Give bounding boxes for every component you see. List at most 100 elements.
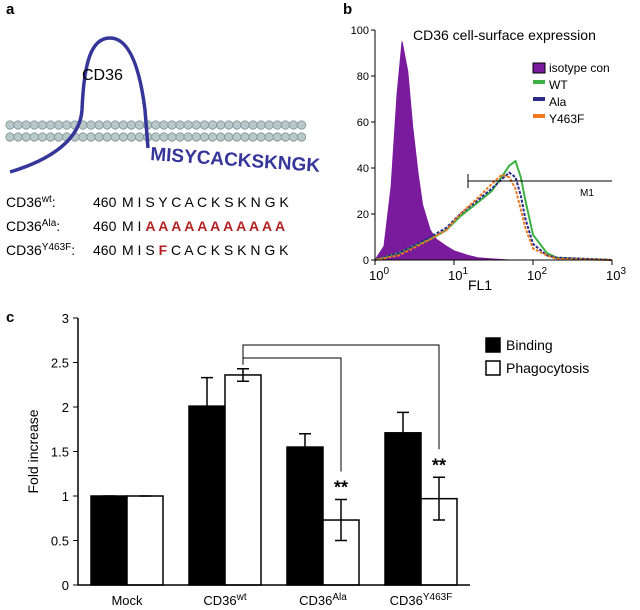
lipid [280, 120, 290, 130]
residue-segment: C A C K S K N G K [167, 242, 289, 258]
bracket [243, 357, 342, 472]
lipid [272, 132, 282, 142]
lipid [53, 120, 64, 130]
separator: : [71, 242, 75, 258]
superscript: Ala [332, 592, 347, 603]
lipid [199, 120, 209, 130]
lipid [94, 120, 104, 130]
y-tick-label: 0 [363, 255, 369, 267]
legend-swatch [533, 80, 545, 84]
y-tick-label: 60 [357, 117, 369, 129]
lipid [118, 132, 129, 142]
lipid [248, 120, 258, 130]
lipid [280, 132, 290, 142]
exponent: 3 [620, 266, 626, 277]
sequence: MISYCACKSKNGK [150, 144, 321, 177]
residue-segment: M I [122, 218, 145, 234]
lipid [53, 132, 64, 142]
lipid [37, 132, 48, 142]
x-tick-label: 103 [606, 266, 626, 283]
name: CD36 [6, 242, 42, 258]
lipid [5, 120, 15, 130]
lipid [29, 120, 39, 130]
x-axis-label: FL1 [468, 277, 492, 293]
lipid [110, 120, 120, 130]
category: CD36 [299, 593, 332, 608]
start-position: 460 [93, 242, 117, 258]
y-axis-label: Fold increase [25, 409, 41, 493]
lipid [159, 132, 169, 142]
start-position: 460 [93, 194, 117, 210]
panel-label: b [343, 1, 352, 18]
lipid [288, 132, 299, 142]
lipid [5, 132, 15, 142]
lipid [183, 120, 193, 130]
category: CD36 [203, 593, 236, 608]
lipid [256, 120, 266, 130]
row-name: CD36wt: [6, 194, 56, 210]
y-tick-label: 1 [62, 489, 69, 504]
lipid [240, 120, 250, 130]
x-tick-label: 101 [448, 266, 468, 283]
lipid [102, 120, 112, 130]
lipid [45, 132, 56, 142]
lipid [199, 132, 209, 142]
base: 10 [606, 268, 620, 283]
lipid [151, 132, 161, 142]
base: 10 [369, 268, 383, 283]
exponent: 0 [383, 266, 389, 277]
y-tick-label: 1.5 [51, 445, 69, 460]
protein-name: CD36 [82, 67, 123, 84]
error-bar [433, 476, 445, 521]
lipid [296, 120, 307, 130]
bar [90, 495, 128, 586]
y-tick-label: 2.5 [51, 356, 69, 371]
lipid [224, 132, 234, 142]
start-position: 460 [93, 218, 117, 234]
lipid [191, 132, 201, 142]
lipid [159, 120, 169, 130]
lipid [207, 132, 218, 142]
y-tick-label: 0.5 [51, 534, 69, 549]
lipid [256, 132, 266, 142]
lipid [13, 132, 23, 142]
lipid [135, 120, 145, 130]
lipid [86, 120, 96, 130]
residue-segment: A A A A A A A A A A A [145, 218, 285, 234]
lipid [296, 132, 307, 142]
residues: M I S F C A C K S K N G K [122, 242, 289, 258]
row-name: CD36Ala: [6, 218, 60, 234]
legend-label: isotype con [549, 61, 610, 75]
lipid [21, 120, 31, 130]
error-bar [335, 498, 347, 542]
superscript: Y463F [423, 592, 452, 603]
x-tick-label: CD36wt [203, 592, 246, 608]
x-tick-label: 102 [527, 266, 547, 283]
separator: : [52, 194, 56, 210]
lipid [216, 120, 226, 130]
lipid [29, 132, 39, 142]
legend-swatch [485, 337, 501, 353]
chart-title: CD36 cell-surface expression [413, 27, 596, 43]
panel-label: a [6, 1, 15, 18]
histogram-line [374, 171, 613, 261]
legend-swatch [485, 360, 501, 376]
lipid [13, 120, 23, 130]
row-name: CD36Y463F: [6, 242, 75, 258]
base: 10 [527, 268, 541, 283]
y-tick-label: 100 [351, 25, 369, 37]
bar [286, 446, 324, 586]
exponent: 2 [541, 266, 547, 277]
lipid [232, 132, 242, 142]
lipid [126, 132, 137, 142]
legend-label: Binding [506, 337, 553, 353]
y-tick-label: 0 [62, 578, 69, 593]
lipid [240, 132, 250, 142]
superscript: Ala [42, 218, 57, 229]
bar [384, 432, 422, 586]
lipid [175, 120, 185, 130]
lipid [135, 132, 145, 142]
category: Mock [111, 593, 143, 608]
name: CD36 [6, 218, 42, 234]
